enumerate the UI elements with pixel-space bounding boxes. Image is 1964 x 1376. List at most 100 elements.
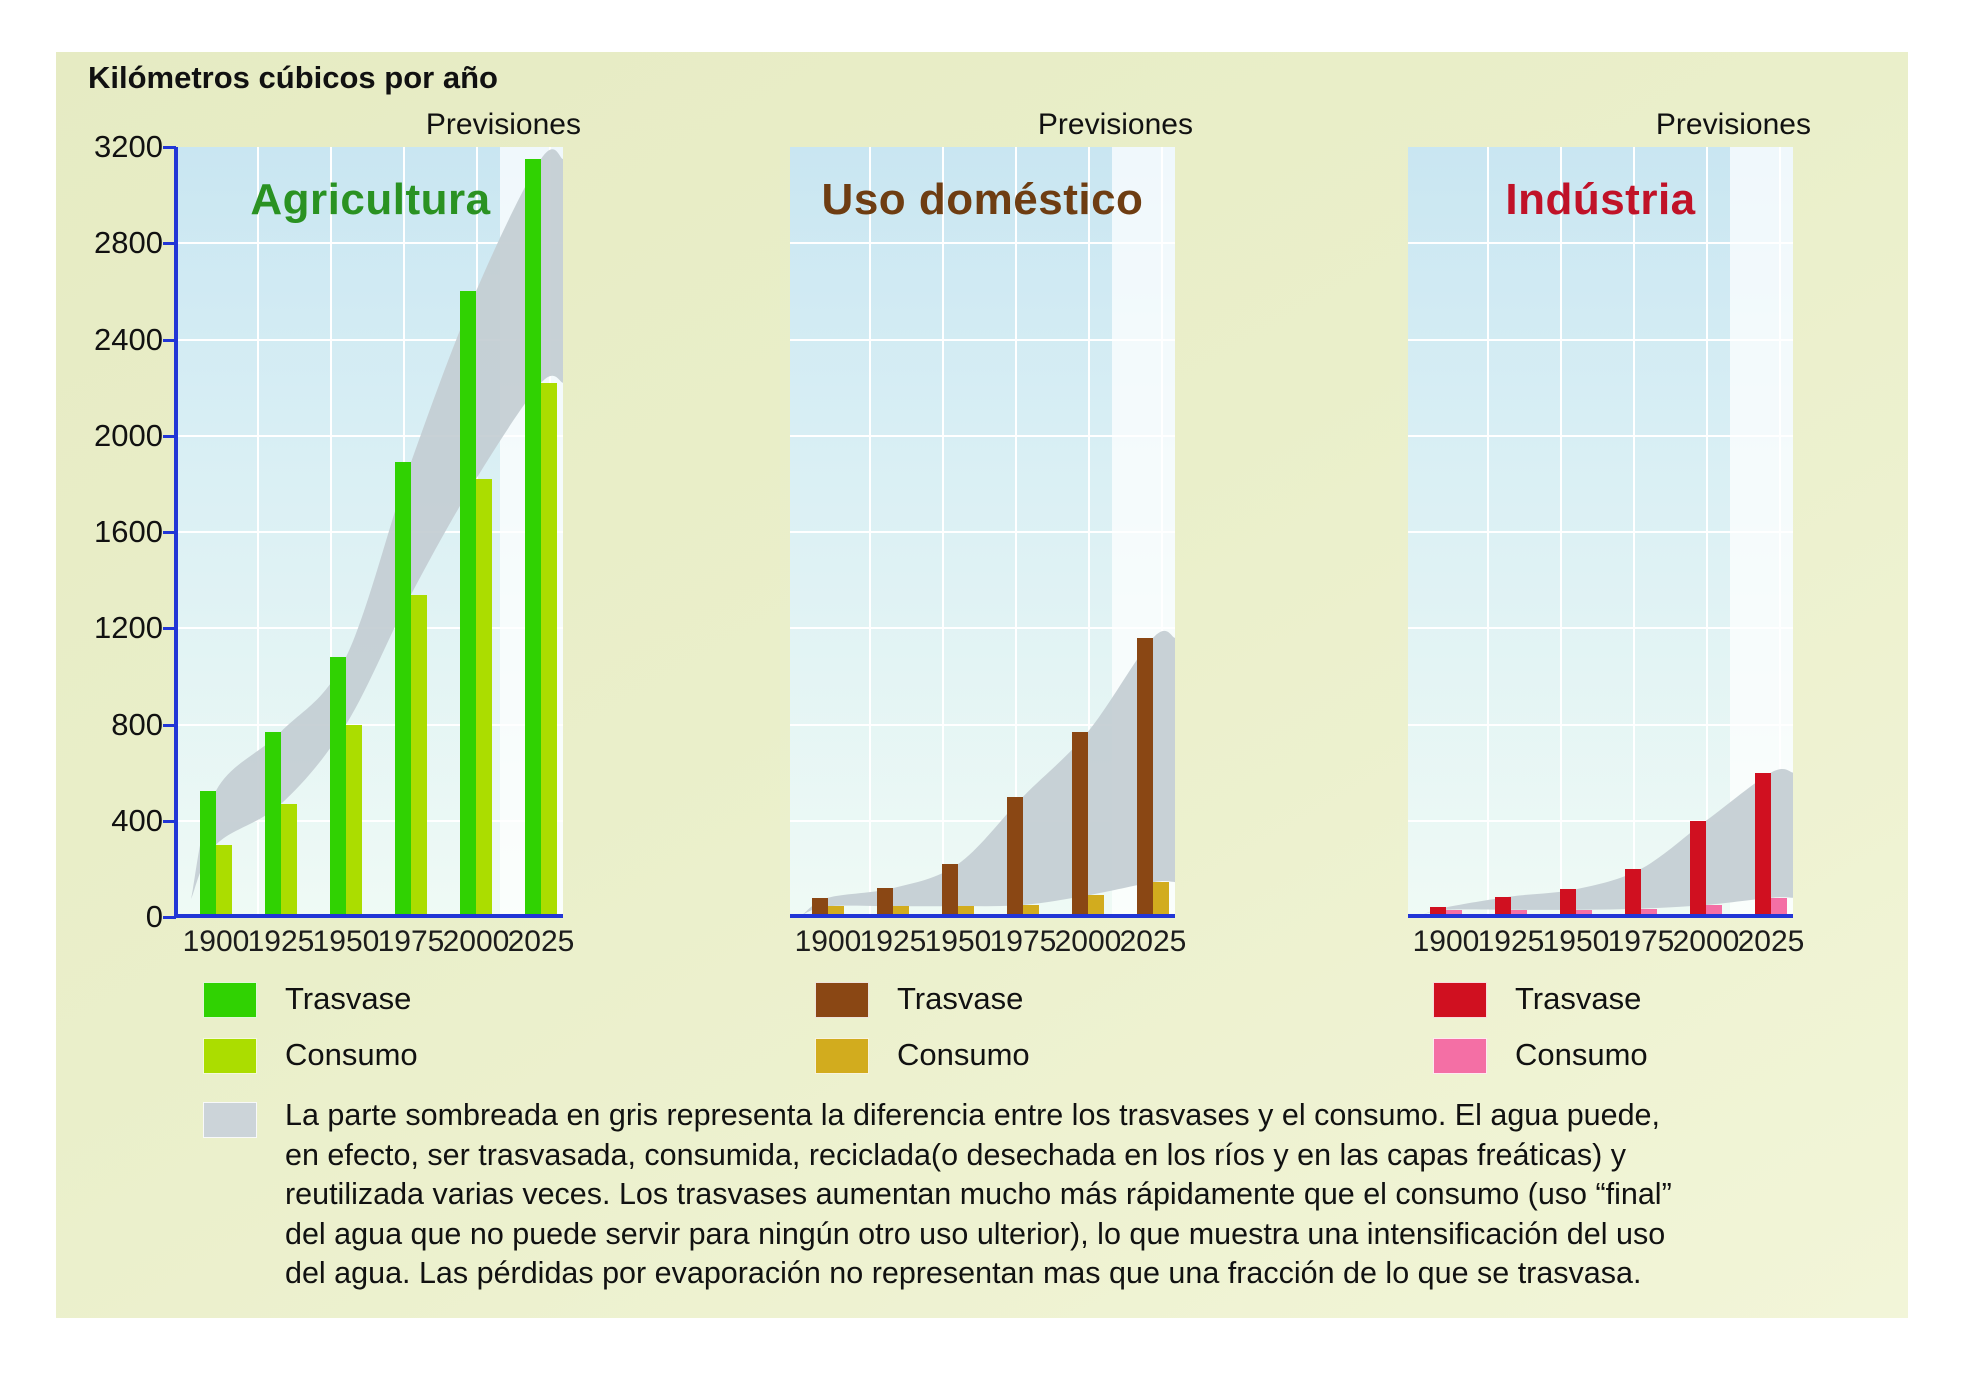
- x-axis-line: [1408, 914, 1793, 918]
- h-gridline: [790, 242, 1175, 245]
- h-gridline: [178, 338, 563, 341]
- note-text: La parte sombreada en gris representa la…: [285, 1096, 1672, 1294]
- h-gridline: [790, 434, 1175, 437]
- y-tick-label: 2000: [94, 417, 163, 453]
- trasvase-bar-1975: [1625, 868, 1641, 917]
- y-tick-mark: [163, 627, 176, 631]
- consumo-bar-1925: [893, 906, 909, 917]
- trasvase-bar-2025: [1755, 772, 1771, 917]
- h-gridline: [1408, 723, 1793, 726]
- consumo-bar-2025: [1153, 882, 1169, 917]
- h-gridline: [790, 531, 1175, 533]
- trasvase-bar-1925: [877, 888, 893, 917]
- consumo-bar-2025: [1771, 897, 1787, 917]
- chart-agricultura: Previsiones Agricultura 1900 1925 1950 1975…: [174, 0, 581, 1080]
- forecast-label: Previsiones: [1655, 108, 1811, 141]
- x-tick-label: 1975: [1607, 925, 1675, 958]
- consumo-swatch: [203, 1038, 257, 1074]
- v-gridline: [1560, 147, 1562, 917]
- consumo-swatch: [1433, 1038, 1487, 1074]
- trasvase-bar-1900: [1430, 907, 1446, 917]
- page-title: Kilómetros cúbicos por año: [88, 60, 498, 95]
- h-gridline: [790, 819, 1175, 822]
- forecast-label: Previsiones: [425, 108, 581, 141]
- y-tick-mark: [163, 242, 176, 246]
- note-line: en efecto, ser trasvasada, consumida, re…: [285, 1137, 1627, 1172]
- trasvase-bar-1950: [1560, 889, 1576, 917]
- consumo-bar-2025: [541, 382, 557, 917]
- consumo-bar-1975: [411, 594, 427, 917]
- y-tick-label: 1600: [94, 514, 163, 549]
- consumo-bar-1950: [346, 724, 362, 917]
- consumo-bar-1925: [281, 803, 297, 917]
- consumo-bar-1950: [958, 906, 974, 917]
- v-gridline: [1015, 147, 1017, 917]
- x-tick-label: 2025: [507, 925, 575, 958]
- trasvase-bar-2025: [1137, 637, 1153, 917]
- trasvase-swatch: [815, 982, 869, 1018]
- difference-band: [803, 630, 1175, 915]
- y-tick-label: 1200: [94, 610, 163, 646]
- y-tick-mark: [163, 819, 176, 823]
- plot-area-uso-domestico: Uso doméstico: [790, 147, 1175, 917]
- trasvase-bar-1975: [395, 462, 411, 917]
- x-tick-label: 2025: [1737, 925, 1805, 958]
- x-tick-label: 1925: [247, 925, 315, 958]
- v-gridline: [1779, 147, 1781, 917]
- h-gridline: [1408, 627, 1793, 630]
- h-gridline: [178, 819, 563, 822]
- trasvase-bar-1900: [812, 897, 828, 917]
- note-line: del agua. Las pérdidas por evaporación n…: [285, 1256, 1642, 1290]
- trasvase-bar-1900: [200, 790, 216, 917]
- x-tick-label: 1925: [859, 925, 927, 958]
- difference-band: [191, 149, 563, 899]
- trasvase-bar-1925: [265, 731, 281, 917]
- y-tick-label: 2400: [94, 321, 163, 357]
- h-gridline: [790, 627, 1175, 630]
- v-gridline: [1633, 147, 1635, 917]
- v-gridline: [257, 147, 259, 917]
- note-line: reutilizada varias veces. Los trasvases …: [285, 1177, 1672, 1211]
- x-axis-line: [790, 914, 1175, 918]
- h-gridline: [790, 723, 1175, 726]
- forecast-label: Previsiones: [1037, 108, 1193, 141]
- consumo-swatch: [815, 1038, 869, 1074]
- chart-title-industria: Indústria: [1505, 175, 1696, 224]
- h-gridline: [1408, 819, 1793, 822]
- difference-band: [1421, 769, 1793, 916]
- y-tick-label: 3200: [94, 129, 163, 164]
- trasvase-label: Trasvase: [1515, 981, 1642, 1016]
- trasvase-bar-1950: [330, 657, 346, 917]
- x-tick-label: 1975: [377, 925, 445, 958]
- h-gridline: [1408, 242, 1793, 245]
- x-tick-label: 2000: [442, 925, 510, 958]
- y-tick-label: 0: [145, 899, 163, 934]
- consumo-label: Consumo: [1515, 1037, 1648, 1072]
- y-tick-mark: [163, 434, 176, 438]
- v-gridline: [1161, 147, 1163, 917]
- x-tick-label: 1900: [794, 925, 862, 958]
- y-tick-mark: [163, 531, 176, 534]
- v-gridline: [1706, 147, 1708, 917]
- trasvase-label: Trasvase: [897, 981, 1024, 1016]
- plot-area-industria: Indústria: [1408, 147, 1793, 917]
- chart-title-agricultura: Agricultura: [250, 175, 491, 224]
- x-tick-label: 1950: [312, 925, 380, 958]
- consumo-bar-1900: [216, 844, 232, 917]
- consumo-label: Consumo: [897, 1037, 1030, 1072]
- trasvase-bar-1950: [942, 864, 958, 917]
- x-tick-label: 2000: [1672, 925, 1740, 958]
- h-gridline: [1408, 338, 1793, 341]
- y-tick-mark: [163, 338, 176, 342]
- x-axis-line: [174, 914, 563, 918]
- h-gridline: [1408, 531, 1793, 533]
- trasvase-label: Trasvase: [285, 981, 412, 1016]
- x-tick-label: 1950: [924, 925, 992, 958]
- x-tick-label: 1950: [1542, 925, 1610, 958]
- consumo-bar-1950: [1576, 909, 1592, 917]
- trasvase-bar-2000: [1690, 820, 1706, 917]
- v-gridline: [869, 147, 871, 917]
- consumo-bar-2000: [1088, 895, 1104, 917]
- trasvase-bar-1925: [1495, 896, 1511, 917]
- trasvase-swatch: [1433, 982, 1487, 1018]
